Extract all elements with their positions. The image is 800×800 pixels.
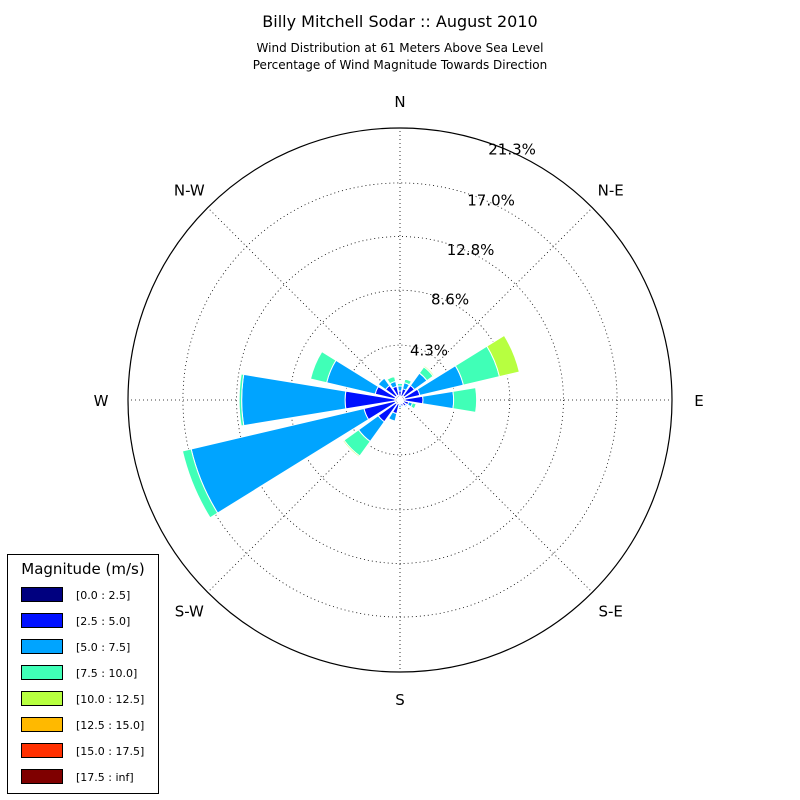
wind-bar-segment bbox=[397, 385, 403, 392]
radial-tick-label: 4.3% bbox=[410, 341, 448, 359]
legend: Magnitude (m/s) [0.0 : 2.5] [2.5 : 5.0] … bbox=[7, 554, 159, 794]
direction-label: S-E bbox=[599, 603, 623, 621]
direction-label: N-W bbox=[174, 181, 205, 199]
direction-label: S bbox=[395, 691, 405, 709]
wind-bar-segment bbox=[396, 382, 404, 387]
legend-swatch bbox=[21, 743, 63, 758]
wind-bar-segment bbox=[190, 407, 370, 514]
legend-swatch bbox=[21, 613, 63, 628]
legend-swatch bbox=[21, 717, 63, 732]
legend-label: [12.5 : 15.0] bbox=[76, 719, 145, 732]
legend-label: [17.5 : inf] bbox=[76, 771, 134, 784]
radial-tick-label: 17.0% bbox=[467, 191, 515, 209]
direction-label: W bbox=[94, 392, 109, 410]
wind-bar-segment bbox=[181, 448, 219, 519]
legend-label: [15.0 : 17.5] bbox=[76, 745, 145, 758]
direction-label: E bbox=[694, 392, 703, 410]
legend-swatch bbox=[21, 639, 63, 654]
wind-bar-segment bbox=[238, 373, 245, 427]
outer-ring bbox=[127, 127, 673, 673]
legend-label: [5.0 : 7.5] bbox=[76, 641, 131, 654]
legend-swatch bbox=[21, 691, 63, 706]
angular-grid-line bbox=[399, 399, 593, 593]
radial-tick-label: 21.3% bbox=[488, 141, 536, 159]
angular-grid-line bbox=[399, 207, 593, 401]
wind-bar-segment bbox=[403, 403, 408, 408]
wind-bar-segment bbox=[410, 402, 417, 410]
wind-bar-segment bbox=[377, 377, 391, 391]
wind-bar-segment bbox=[423, 365, 435, 377]
angular-grid-line bbox=[207, 207, 401, 401]
angular-grid-line bbox=[207, 399, 401, 593]
wind-bar-segment bbox=[386, 375, 397, 385]
radial-grid-ring bbox=[236, 236, 564, 564]
wind-bar-segment bbox=[452, 387, 478, 413]
legend-label: [0.0 : 2.5] bbox=[76, 589, 131, 602]
direction-label: N bbox=[394, 93, 405, 111]
direction-label: S-W bbox=[175, 603, 204, 621]
legend-label: [2.5 : 5.0] bbox=[76, 615, 131, 628]
legend-swatch bbox=[21, 587, 63, 602]
legend-label: [7.5 : 10.0] bbox=[76, 667, 138, 680]
radial-grid-ring bbox=[182, 182, 618, 618]
legend-swatch bbox=[21, 769, 63, 784]
wind-bar-segment bbox=[387, 411, 398, 422]
legend-title: Magnitude (m/s) bbox=[21, 560, 145, 578]
chart-labels: 4.3% 8.6% 12.8% 17.0% 21.3% N N-E E S-E S S-W W N-W bbox=[94, 93, 704, 709]
wind-bar-segment bbox=[403, 378, 413, 386]
wind-bar-segment bbox=[309, 350, 337, 384]
wind-bar-segment bbox=[486, 334, 520, 378]
radial-tick-label: 12.8% bbox=[447, 241, 495, 259]
chart-subtitle-line2: Percentage of Wind Magnitude Towards Dir… bbox=[252, 58, 548, 72]
wind-bars bbox=[181, 334, 520, 519]
legend-label: [10.0 : 12.5] bbox=[76, 693, 145, 706]
radial-tick-label: 8.6% bbox=[431, 291, 469, 309]
legend-swatch bbox=[21, 665, 63, 680]
wind-bar-segment bbox=[342, 439, 361, 458]
direction-label: N-E bbox=[598, 181, 624, 199]
wind-bar-segment bbox=[398, 404, 402, 409]
chart-title: Billy Mitchell Sodar :: August 2010 bbox=[262, 12, 538, 31]
chart-subtitle-line1: Wind Distribution at 61 Meters Above Sea… bbox=[256, 41, 544, 55]
